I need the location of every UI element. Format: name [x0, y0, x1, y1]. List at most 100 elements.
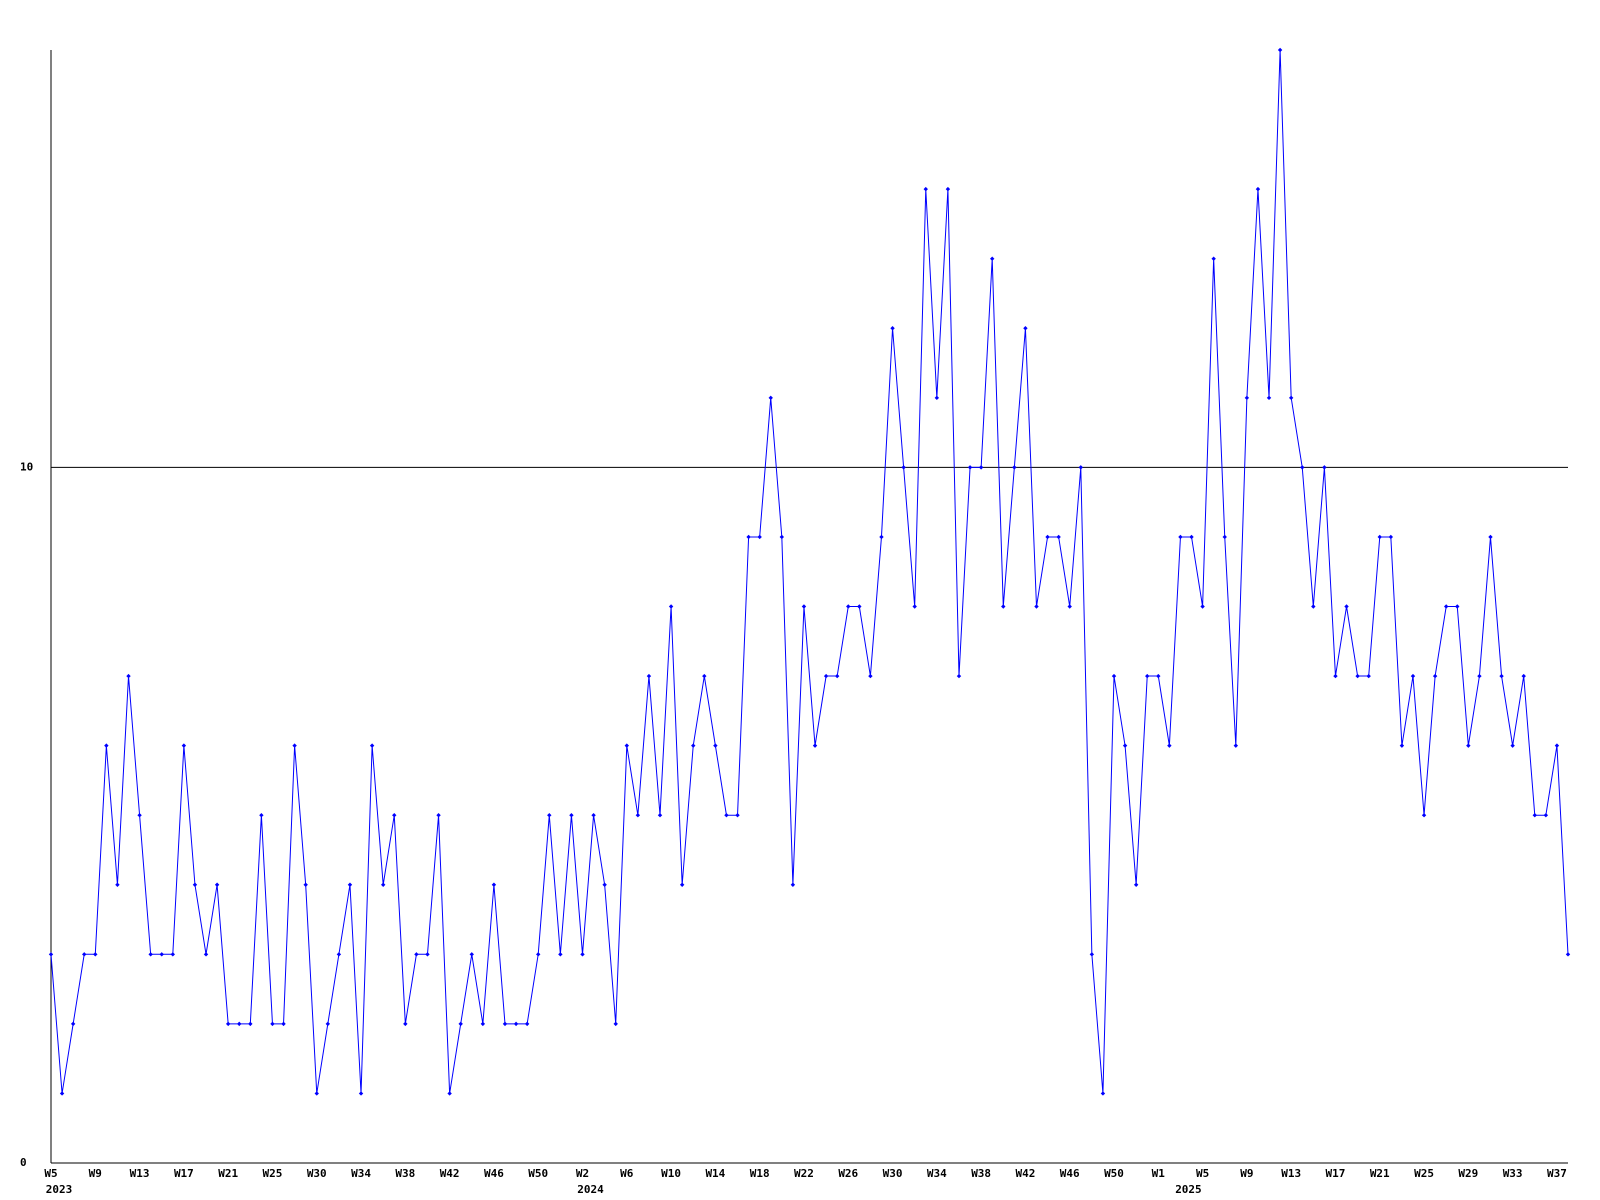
- data-point: [1034, 604, 1039, 609]
- data-point: [436, 812, 441, 818]
- data-point: [1300, 465, 1305, 470]
- data-point: [203, 952, 209, 957]
- data-point: [967, 465, 973, 470]
- data-point: [1466, 743, 1471, 748]
- data-point: [779, 534, 785, 540]
- x-tick-label: W14: [705, 1167, 725, 1180]
- data-point: [225, 1021, 231, 1027]
- data-point: [1565, 952, 1571, 957]
- data-point: [1222, 534, 1227, 540]
- data-point: [923, 186, 928, 192]
- x-tick-label: W42: [1015, 1167, 1035, 1180]
- data-point: [1255, 186, 1261, 192]
- data-point: [414, 952, 419, 957]
- data-point: [1233, 743, 1239, 748]
- x-tick-label: W30: [883, 1167, 903, 1180]
- x-tick-label: W17: [174, 1167, 194, 1180]
- data-point: [657, 812, 663, 818]
- data-point: [890, 326, 895, 331]
- x-tick-label: W50: [528, 1167, 548, 1180]
- data-point: [679, 882, 685, 887]
- data-point: [170, 952, 176, 957]
- data-point: [646, 673, 652, 679]
- data-point: [746, 534, 751, 540]
- x-tick-label: W18: [750, 1167, 770, 1180]
- y-tick-label: 10: [20, 460, 33, 473]
- data-point: [192, 882, 198, 887]
- data-point: [724, 812, 729, 818]
- x-tick-label: W46: [484, 1167, 504, 1180]
- data-point: [934, 395, 940, 401]
- data-point: [812, 743, 818, 748]
- data-point: [1200, 604, 1205, 609]
- data-point: [702, 673, 707, 679]
- data-point: [846, 604, 851, 609]
- data-point: [82, 952, 87, 957]
- data-point: [1288, 395, 1294, 401]
- data-point: [591, 812, 596, 818]
- x-tick-label: W29: [1458, 1167, 1478, 1180]
- data-point: [1145, 673, 1150, 679]
- data-point: [480, 1021, 486, 1027]
- x-tick-label: W9: [1240, 1167, 1253, 1180]
- data-point: [868, 673, 873, 679]
- data-point: [126, 673, 131, 679]
- data-point: [115, 882, 120, 887]
- data-point: [901, 465, 906, 470]
- data-point: [1366, 673, 1371, 679]
- data-point: [823, 673, 829, 679]
- x-year-label: 2025: [1175, 1183, 1202, 1196]
- data-point: [713, 743, 718, 748]
- data-point: [757, 534, 762, 540]
- data-point: [270, 1021, 275, 1027]
- data-point: [1399, 743, 1405, 748]
- x-year-label: 2024: [577, 1183, 604, 1196]
- data-point: [735, 812, 740, 818]
- data-point: [336, 952, 342, 957]
- data-point: [879, 534, 884, 540]
- data-point: [159, 952, 164, 957]
- data-point: [1078, 465, 1083, 470]
- data-point: [1056, 534, 1061, 540]
- x-tick-label: W21: [1370, 1167, 1390, 1180]
- data-point: [1111, 673, 1117, 679]
- data-point: [1311, 604, 1316, 609]
- x-tick-label: W2: [576, 1167, 589, 1180]
- x-tick-label: W42: [440, 1167, 460, 1180]
- data-point: [403, 1021, 408, 1027]
- data-point: [1045, 534, 1050, 540]
- data-point: [513, 1021, 519, 1027]
- data-point: [1355, 673, 1360, 679]
- data-point: [668, 604, 674, 609]
- data-point: [1178, 534, 1183, 540]
- data-point: [137, 812, 142, 818]
- data-point: [392, 812, 397, 818]
- data-point: [1410, 673, 1416, 679]
- x-tick-label: W9: [89, 1167, 102, 1180]
- data-point: [458, 1021, 463, 1027]
- data-point: [1455, 604, 1460, 609]
- data-point: [569, 812, 574, 818]
- data-point: [1421, 812, 1427, 818]
- data-point: [790, 882, 796, 887]
- x-tick-label: W30: [307, 1167, 327, 1180]
- data-point: [281, 1021, 286, 1027]
- data-point: [1521, 673, 1526, 679]
- data-point: [801, 604, 807, 609]
- data-point: [635, 812, 641, 818]
- data-point: [1244, 395, 1250, 401]
- data-point: [834, 673, 840, 679]
- data-point: [602, 882, 607, 887]
- data-point: [1023, 326, 1028, 331]
- data-point: [990, 256, 995, 261]
- x-tick-label: W25: [1414, 1167, 1434, 1180]
- data-point: [358, 1091, 364, 1096]
- data-point: [1554, 743, 1560, 748]
- x-tick-label: W50: [1104, 1167, 1124, 1180]
- x-tick-label: W1: [1152, 1167, 1166, 1180]
- data-point: [181, 743, 187, 748]
- data-point: [325, 1021, 331, 1027]
- data-point: [1266, 395, 1272, 401]
